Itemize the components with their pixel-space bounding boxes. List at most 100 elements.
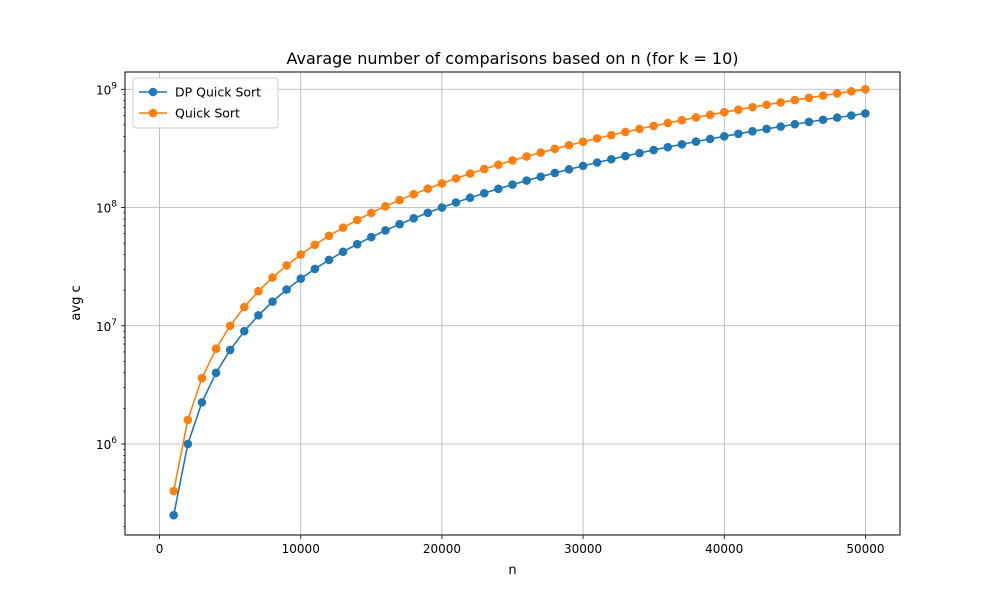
data-point (211, 344, 221, 353)
data-point (649, 145, 658, 155)
data-point (352, 239, 362, 249)
data-point (522, 176, 531, 185)
data-point (479, 188, 489, 198)
data-point (183, 439, 193, 449)
data-point (225, 345, 235, 355)
data-point (479, 164, 489, 174)
data-point (663, 118, 673, 128)
data-point (367, 208, 376, 218)
data-point (197, 373, 207, 383)
data-point (324, 231, 334, 241)
data-point (818, 115, 828, 125)
data-point (367, 232, 376, 242)
data-point (748, 102, 757, 112)
y-tick-label: 106 (96, 436, 117, 452)
data-point (268, 273, 277, 282)
data-point (592, 158, 602, 167)
data-point (550, 168, 560, 178)
data-point (169, 510, 179, 520)
data-point (790, 119, 800, 129)
legend-label: Quick Sort (175, 106, 240, 121)
data-point (846, 87, 856, 96)
data-point (861, 84, 870, 94)
y-axis-label: avg c (69, 285, 84, 320)
y-tick-label-base: 10 (96, 202, 111, 216)
data-point (677, 115, 687, 125)
data-point (522, 152, 531, 161)
data-point (762, 100, 771, 110)
data-point (225, 321, 235, 331)
data-point (804, 117, 814, 127)
data-point (832, 113, 842, 122)
data-point (508, 156, 517, 165)
legend: DP Quick Sort Quick Sort (132, 77, 279, 129)
data-point (437, 203, 447, 212)
data-point (748, 127, 757, 136)
data-point (494, 184, 503, 194)
legend-marker (148, 87, 158, 97)
y-tick-label-base: 10 (96, 320, 111, 334)
data-point (169, 486, 179, 496)
data-point (451, 198, 461, 207)
data-point (381, 226, 390, 235)
data-point (564, 165, 574, 174)
data-point (719, 107, 729, 117)
y-tick-label-exponent: 6 (111, 436, 117, 446)
data-point (762, 124, 771, 134)
data-point (465, 169, 475, 178)
data-point (282, 285, 291, 294)
data-point (607, 154, 616, 164)
data-point (621, 151, 630, 161)
x-tick-label: 0 (156, 542, 164, 556)
data-point (409, 214, 418, 223)
data-point (211, 368, 221, 378)
data-point (352, 215, 362, 225)
data-point (635, 148, 644, 158)
data-point (818, 91, 828, 100)
data-point (536, 148, 546, 157)
data-point (338, 247, 348, 257)
data-point (804, 93, 814, 103)
data-point (776, 98, 786, 107)
data-point (296, 274, 306, 284)
data-point (790, 95, 800, 105)
data-point (437, 179, 447, 188)
data-point (239, 326, 249, 336)
data-point (705, 134, 715, 144)
chart-title: Avarage number of comparisons based on n… (286, 49, 738, 68)
legend-marker (148, 108, 158, 118)
data-point (282, 261, 291, 270)
data-point (677, 140, 687, 149)
data-point (846, 111, 856, 120)
data-point (494, 160, 503, 169)
data-point (861, 109, 870, 118)
y-tick-label-exponent: 9 (111, 81, 117, 91)
data-point (508, 180, 517, 189)
grid-layer (125, 72, 900, 535)
data-point (423, 208, 433, 218)
data-point (578, 161, 588, 171)
data-point (705, 110, 715, 120)
data-point (338, 223, 348, 232)
data-point (564, 140, 574, 150)
y-tick-label-exponent: 7 (111, 318, 117, 328)
data-point (734, 105, 743, 114)
data-point (409, 189, 418, 199)
data-point (197, 398, 207, 407)
data-point (451, 174, 461, 183)
data-point (550, 144, 560, 154)
data-point (423, 184, 433, 193)
data-point (268, 297, 277, 306)
data-point (663, 142, 673, 152)
legend-label: DP Quick Sort (175, 85, 261, 100)
y-tick-label: 107 (96, 318, 117, 334)
y-tick-label-exponent: 8 (111, 200, 117, 210)
data-point (296, 250, 306, 259)
data-point (649, 121, 658, 131)
x-tick-label: 10000 (282, 542, 320, 556)
y-tick-label: 108 (96, 200, 117, 216)
data-point (776, 122, 786, 131)
data-point (734, 129, 743, 139)
